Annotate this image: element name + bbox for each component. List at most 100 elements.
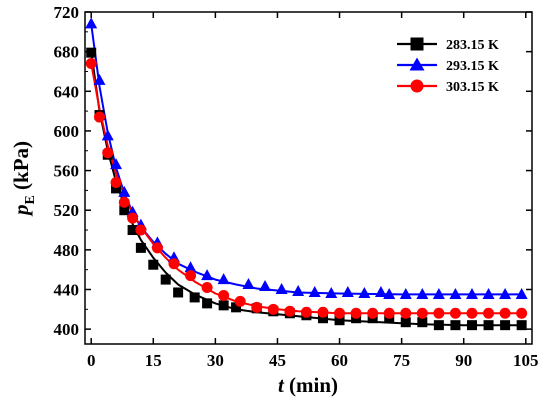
data-point-293 xyxy=(432,287,445,299)
y-tick-label: 400 xyxy=(54,320,80,339)
y-axis-sub: E xyxy=(23,195,38,204)
data-point-303 xyxy=(234,295,246,307)
y-tick-label: 560 xyxy=(54,162,80,181)
data-point-293 xyxy=(101,129,114,141)
data-point-303 xyxy=(383,307,395,319)
data-point-303 xyxy=(400,307,412,319)
data-point-283 xyxy=(433,320,444,331)
data-point-303 xyxy=(251,301,263,313)
data-point-293 xyxy=(184,261,197,273)
data-point-303 xyxy=(350,307,362,319)
data-point-303 xyxy=(284,305,296,317)
data-point-303 xyxy=(416,307,428,319)
y-tick-label: 640 xyxy=(54,82,80,101)
data-point-303 xyxy=(85,58,97,70)
data-point-283 xyxy=(317,313,328,324)
data-point-283 xyxy=(218,300,229,311)
legend-entry-283: 283.15 K xyxy=(397,37,499,53)
data-point-303 xyxy=(267,303,279,315)
data-point-283 xyxy=(500,320,511,331)
data-point-293 xyxy=(201,269,214,281)
data-point-283 xyxy=(231,302,242,313)
data-point-303 xyxy=(449,307,461,319)
data-point-293 xyxy=(358,286,371,298)
data-point-283 xyxy=(189,292,200,303)
data-point-283 xyxy=(466,320,477,331)
data-point-293 xyxy=(308,285,321,297)
data-point-283 xyxy=(148,259,159,270)
data-point-283 xyxy=(127,225,138,236)
x-tick-label: 45 xyxy=(269,351,286,370)
plot-frame xyxy=(84,11,533,345)
data-point-293 xyxy=(292,284,305,296)
legend-entry-303: 303.15 K xyxy=(397,79,499,95)
data-point-283 xyxy=(400,317,411,328)
y-tick-label: 680 xyxy=(54,43,80,62)
legend-label-303: 303.15 K xyxy=(446,80,499,95)
x-axis-unit: (min) xyxy=(284,373,338,397)
data-point-303 xyxy=(135,224,147,236)
data-point-283 xyxy=(111,183,122,194)
legend-label-283: 283.15 K xyxy=(446,38,499,53)
x-axis-var: t xyxy=(278,373,285,397)
axes: 0 15 30 45 60 75 90 105 400 440 480 520 560 600 640 680… xyxy=(54,3,539,370)
data-point-303 xyxy=(201,282,213,294)
x-tick-label: 30 xyxy=(207,351,224,370)
x-tick-label: 105 xyxy=(513,351,539,370)
y-tick-label: 440 xyxy=(54,280,80,299)
data-point-303 xyxy=(466,307,478,319)
data-point-303 xyxy=(300,306,312,318)
x-tick-label: 15 xyxy=(145,351,162,370)
y-axis-unit: (kPa) xyxy=(9,141,33,195)
legend-label-293: 293.15 K xyxy=(446,59,499,74)
data-point-293 xyxy=(482,287,495,299)
data-point-293 xyxy=(515,287,528,299)
data-point-293 xyxy=(275,282,288,294)
data-point-303 xyxy=(127,212,139,224)
data-point-293 xyxy=(399,287,412,299)
data-point-283 xyxy=(483,320,494,331)
data-point-303 xyxy=(185,270,197,282)
data-markers xyxy=(85,17,528,331)
x-tick-label: 90 xyxy=(455,351,472,370)
data-point-293 xyxy=(85,17,98,29)
y-tick-label: 720 xyxy=(54,3,80,22)
data-point-303 xyxy=(367,307,379,319)
data-point-293 xyxy=(259,280,272,292)
data-point-303 xyxy=(499,307,511,319)
data-point-293 xyxy=(110,158,123,170)
fit-line-303 xyxy=(90,63,522,315)
data-point-293 xyxy=(449,287,462,299)
data-point-303 xyxy=(93,111,105,123)
data-point-303 xyxy=(168,258,180,270)
legend-entry-293: 293.15 K xyxy=(397,57,499,74)
data-point-283 xyxy=(160,274,171,285)
y-tick-label: 520 xyxy=(54,201,80,220)
data-point-293 xyxy=(93,73,106,85)
data-point-303 xyxy=(483,307,495,319)
data-point-303 xyxy=(110,176,122,188)
legend: 283.15 K 293.15 K 303.15 K xyxy=(397,37,499,95)
data-point-293 xyxy=(374,285,387,297)
x-tick-label: 75 xyxy=(393,351,410,370)
data-point-283 xyxy=(202,298,213,309)
data-point-283 xyxy=(173,287,184,298)
x-tick-label: 0 xyxy=(87,351,96,370)
data-point-303 xyxy=(151,242,163,254)
data-point-293 xyxy=(325,286,338,298)
data-point-283 xyxy=(334,315,345,326)
y-axis-title: pE (kPa) xyxy=(9,141,38,217)
data-point-303 xyxy=(334,307,346,319)
data-point-303 xyxy=(516,307,528,319)
data-point-283 xyxy=(417,317,428,328)
data-point-303 xyxy=(317,306,329,318)
data-point-293 xyxy=(242,278,255,290)
data-point-293 xyxy=(499,287,512,299)
data-point-283 xyxy=(86,47,97,58)
data-point-283 xyxy=(450,320,461,331)
data-point-283 xyxy=(119,205,130,216)
y-tick-label: 480 xyxy=(54,241,80,260)
data-point-283 xyxy=(516,320,527,331)
data-point-293 xyxy=(465,287,478,299)
